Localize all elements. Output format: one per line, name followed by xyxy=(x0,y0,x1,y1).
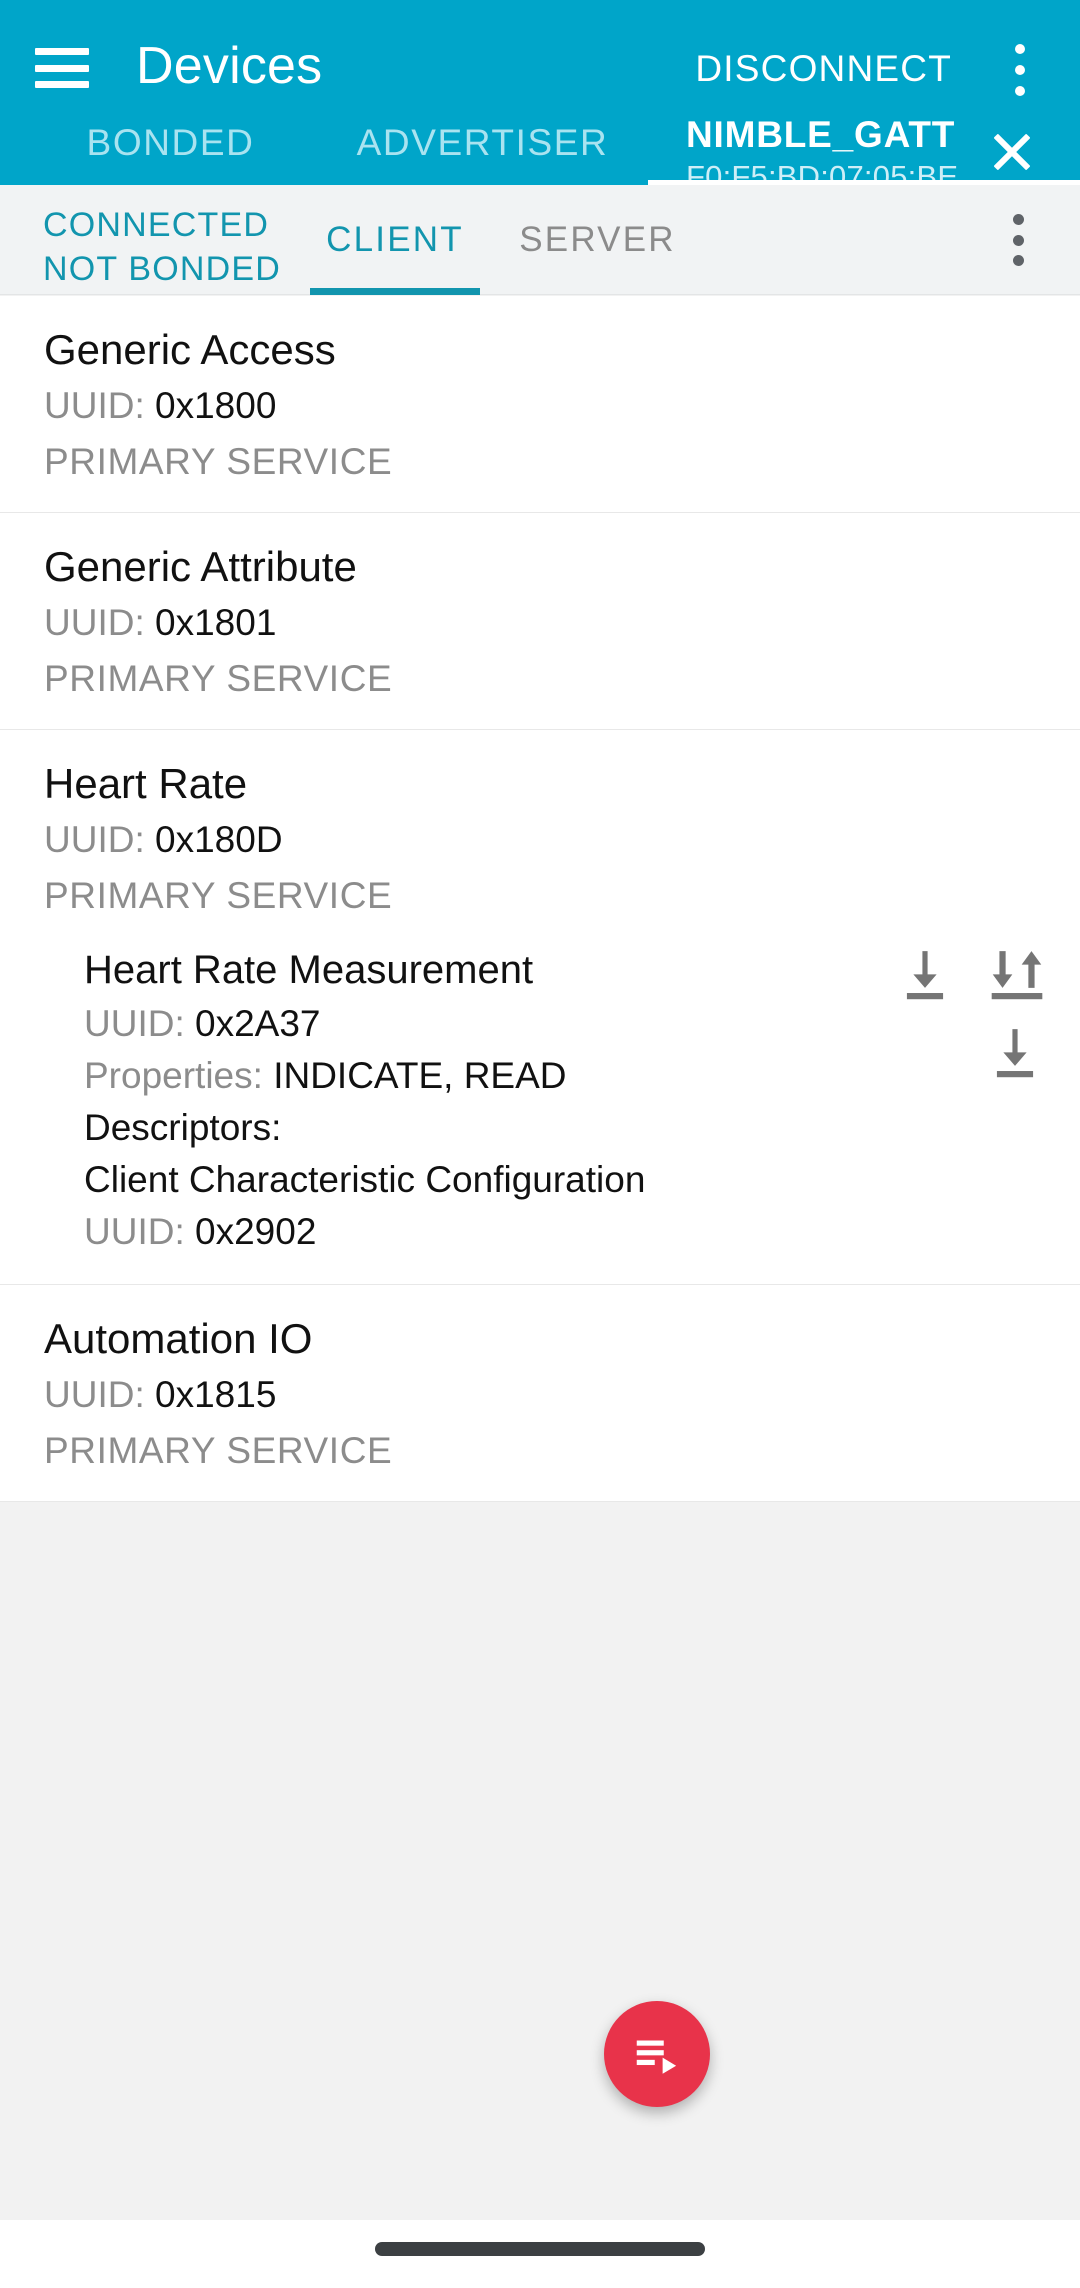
close-icon[interactable] xyxy=(984,124,1040,180)
characteristic-row[interactable]: Heart Rate Measurement UUID: 0x2A37 Prop… xyxy=(0,924,1080,1262)
more-vertical-icon[interactable] xyxy=(998,40,1042,100)
uuid-label: UUID: xyxy=(84,1211,185,1252)
service-name: Automation IO xyxy=(44,1315,313,1362)
tab-advertiser[interactable]: ADVERTISER xyxy=(356,121,609,163)
hamburger-menu-icon[interactable] xyxy=(35,48,89,88)
status-more-vertical-icon[interactable] xyxy=(996,210,1040,270)
list-item[interactable]: Automation IO UUID: 0x1815 PRIMARY SERVI… xyxy=(0,1285,1080,1502)
characteristic-uuid-row: UUID: 0x2A37 xyxy=(0,998,1080,1050)
descriptors-label: Descriptors: xyxy=(84,1107,282,1148)
uuid-label: UUID: xyxy=(44,1374,145,1415)
device-tab-text: NIMBLE_GATT F0:F5:BD:07:05:BE xyxy=(686,102,958,196)
descriptor-download-read-icon[interactable] xyxy=(982,1024,1048,1086)
uuid-label: UUID: xyxy=(44,819,145,860)
service-name: Generic Attribute xyxy=(44,543,357,590)
descriptor-name: Client Characteristic Configuration xyxy=(84,1159,646,1200)
uuid-value: 0x2A37 xyxy=(195,1003,321,1044)
menu-bar-1 xyxy=(35,48,89,55)
service-type: PRIMARY SERVICE xyxy=(44,1430,393,1471)
characteristic-properties-row: Properties: INDICATE, READ xyxy=(0,1050,1080,1102)
uuid-label: UUID: xyxy=(84,1003,185,1044)
top-app-bar: Devices DISCONNECT BONDED ADVERTISER NIM… xyxy=(0,0,1080,194)
list-item[interactable]: Heart Rate UUID: 0x180D PRIMARY SERVICE … xyxy=(0,730,1080,1285)
characteristic-name: Heart Rate Measurement xyxy=(84,948,534,992)
device-tab-strip: BONDED ADVERTISER NIMBLE_GATT F0:F5:BD:0… xyxy=(0,100,1080,194)
disconnect-button[interactable]: DISCONNECT xyxy=(695,48,952,89)
log-fab-button[interactable] xyxy=(604,2001,710,2107)
properties-value: INDICATE, READ xyxy=(273,1055,567,1096)
menu-bar-3 xyxy=(35,81,89,88)
service-type: PRIMARY SERVICE xyxy=(44,875,393,916)
dot-1 xyxy=(1015,44,1025,54)
service-type: PRIMARY SERVICE xyxy=(44,441,393,482)
connection-state-text: CONNECTED xyxy=(43,206,270,244)
tab-bonded[interactable]: BONDED xyxy=(86,121,255,163)
service-uuid-row: UUID: 0x1815 xyxy=(0,1367,1080,1423)
bond-state-text: NOT BONDED xyxy=(43,250,282,288)
tab-device-nimble-gatt[interactable]: NIMBLE_GATT F0:F5:BD:07:05:BE xyxy=(648,100,1080,194)
list-item[interactable]: Generic Access UUID: 0x1800 PRIMARY SERV… xyxy=(0,296,1080,513)
connection-status-bar: CONNECTED NOT BONDED CLIENT SERVER xyxy=(0,185,1080,295)
uuid-value: 0x180D xyxy=(155,819,283,860)
service-uuid-row: UUID: 0x1801 xyxy=(0,595,1080,651)
playlist-play-icon xyxy=(636,2040,677,2074)
uuid-value: 0x1815 xyxy=(155,1374,277,1415)
uuid-value: 0x2902 xyxy=(195,1211,317,1252)
status-badge: CONNECTED NOT BONDED xyxy=(43,203,281,291)
notify-indicate-icon[interactable] xyxy=(984,946,1050,1008)
uuid-label: UUID: xyxy=(44,385,145,426)
properties-label: Properties: xyxy=(84,1055,263,1096)
list-item[interactable]: Generic Attribute UUID: 0x1801 PRIMARY S… xyxy=(0,513,1080,730)
device-name: NIMBLE_GATT xyxy=(686,114,956,155)
service-uuid-row: UUID: 0x1800 xyxy=(0,378,1080,434)
home-gesture-pill[interactable] xyxy=(375,2242,705,2256)
service-type: PRIMARY SERVICE xyxy=(44,658,393,699)
characteristic-actions xyxy=(892,946,1050,1008)
uuid-label: UUID: xyxy=(44,602,145,643)
download-read-icon[interactable] xyxy=(892,946,958,1008)
tab-server[interactable]: SERVER xyxy=(519,219,676,259)
client-tab-indicator xyxy=(310,288,480,295)
service-name: Generic Access xyxy=(44,326,336,373)
dot-3 xyxy=(1015,86,1025,96)
tab-client[interactable]: CLIENT xyxy=(326,219,464,259)
uuid-value: 0x1800 xyxy=(155,385,277,426)
dot-1 xyxy=(1012,214,1024,225)
menu-bar-2 xyxy=(35,64,89,72)
dot-2 xyxy=(1015,65,1025,75)
page-title: Devices xyxy=(136,37,323,95)
descriptor-uuid-row: UUID: 0x2902 xyxy=(0,1206,1080,1258)
gatt-service-list: Generic Access UUID: 0x1800 PRIMARY SERV… xyxy=(0,296,1080,1502)
system-navigation-bar xyxy=(0,2220,1080,2288)
service-name: Heart Rate xyxy=(44,760,248,807)
dot-3 xyxy=(1012,255,1024,266)
dot-2 xyxy=(1012,234,1024,246)
tab-selected-indicator xyxy=(648,180,1080,186)
service-uuid-row: UUID: 0x180D xyxy=(0,812,1080,868)
empty-list-area xyxy=(0,1620,1080,2220)
uuid-value: 0x1801 xyxy=(155,602,277,643)
